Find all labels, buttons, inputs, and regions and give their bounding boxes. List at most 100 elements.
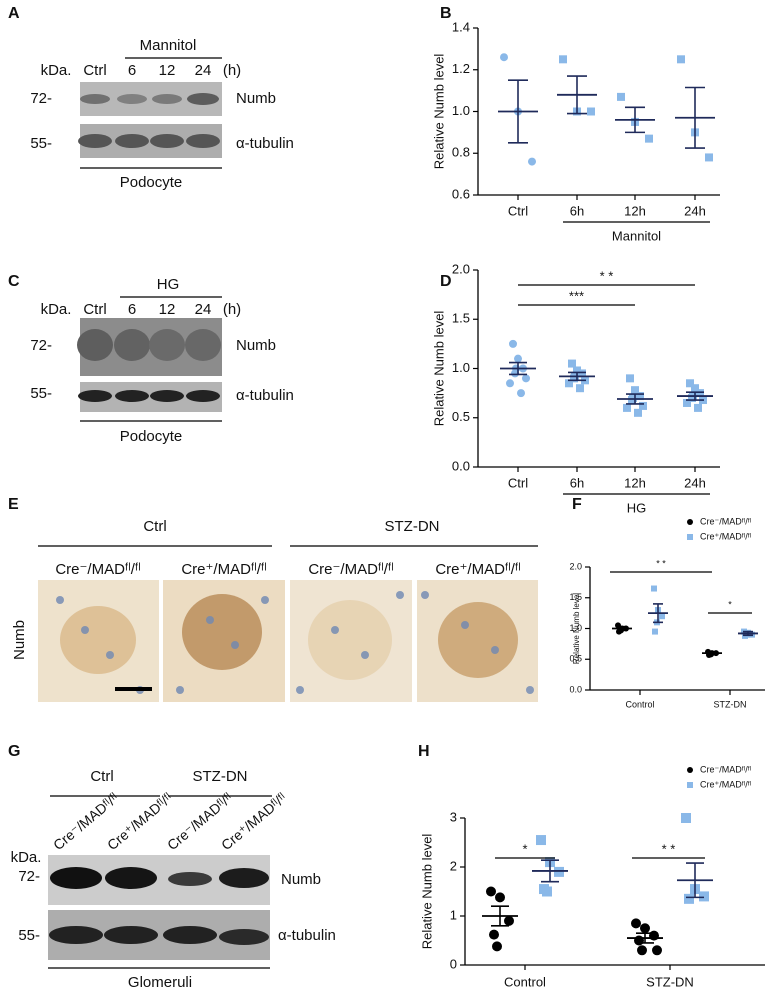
y-tick-label: 1.5: [452, 311, 470, 326]
lane-label: 6: [128, 301, 136, 318]
point: [636, 392, 644, 401]
stain-label: Numb: [11, 620, 28, 660]
group-label: Ctrl: [90, 768, 113, 785]
point: [617, 92, 625, 101]
band: [115, 390, 149, 402]
ihc-e: Ctrl STZ-DN Cre⁻/MADᶠˡ/ᶠˡ Cre⁺/MADᶠˡ/ᶠˡ …: [11, 518, 538, 702]
protein-label: α-tubulin: [236, 387, 294, 404]
point: [495, 892, 505, 903]
point: [684, 893, 694, 904]
point: [691, 384, 699, 393]
column-label: Cre⁻/MADᶠˡ/ᶠˡ: [308, 561, 393, 578]
band: [219, 929, 269, 945]
significance-label: *: [522, 841, 527, 856]
protein-label: α-tubulin: [236, 135, 294, 152]
panel-label: A: [8, 5, 20, 22]
point: [634, 935, 644, 946]
y-axis-label: Relative Numb level: [419, 834, 434, 950]
point: [694, 403, 702, 412]
legend-label: Cre⁺/MADᶠˡ/ᶠˡ: [700, 531, 751, 541]
band: [186, 134, 220, 148]
point: [528, 157, 536, 166]
point: [681, 813, 691, 823]
y-tick-label: 2.0: [452, 261, 470, 276]
y-tick-label: 0.5: [569, 654, 582, 664]
band: [152, 94, 182, 104]
glomerulus: [308, 600, 392, 680]
legend-label: Cre⁻/MADᶠˡ/ᶠˡ: [700, 764, 751, 774]
band: [150, 134, 184, 148]
lane-label: (h): [223, 301, 241, 318]
panel-label: F: [572, 496, 582, 513]
group-label: STZ-DN: [193, 768, 248, 785]
lane-label: Ctrl: [83, 301, 106, 318]
point: [705, 153, 713, 162]
band: [77, 329, 113, 361]
point: [554, 866, 564, 877]
point: [639, 401, 647, 410]
band: [104, 926, 158, 944]
y-axis-label: Relative Numb level: [431, 54, 446, 170]
glomerulus: [60, 606, 136, 674]
sample-label: Podocyte: [120, 174, 183, 191]
marker-label: 55-: [30, 135, 52, 152]
point: [677, 55, 685, 64]
x-tick-label: Control: [625, 699, 654, 709]
group-label: Mannitol: [140, 37, 197, 54]
band: [186, 390, 220, 402]
y-tick-label: 1.5: [569, 592, 582, 602]
band: [185, 329, 221, 361]
protein-label: Numb: [236, 337, 276, 354]
y-tick-label: 0.5: [452, 409, 470, 424]
y-tick-label: 2.0: [569, 561, 582, 571]
band: [117, 94, 147, 104]
marker-label: 72-: [30, 337, 52, 354]
point: [649, 930, 659, 941]
point: [628, 396, 636, 405]
point: [559, 55, 567, 64]
band: [149, 329, 185, 361]
y-tick-label: 1: [450, 907, 457, 922]
point: [536, 835, 546, 846]
point: [652, 945, 662, 956]
band: [78, 134, 112, 148]
panel-label: H: [418, 743, 430, 760]
x-tick-label: Control: [504, 974, 546, 989]
lane-label: 12: [159, 62, 176, 79]
x-tick-label: Ctrl: [508, 475, 528, 490]
x-tick-label: STZ-DN: [646, 974, 694, 989]
x-tick-label: STZ-DN: [714, 699, 747, 709]
column-label: Cre⁺/MADᶠˡ/ᶠˡ: [435, 561, 520, 578]
x-tick-label: 12h: [624, 475, 646, 490]
point: [637, 945, 647, 956]
group-label: HG: [627, 500, 647, 515]
point: [504, 915, 514, 926]
legend-label: Cre⁻/MADᶠˡ/ᶠˡ: [700, 516, 751, 526]
kda-label: kDa.: [41, 62, 72, 79]
nuclei: [56, 591, 534, 694]
point: [652, 628, 658, 635]
point: [570, 374, 578, 383]
point: [683, 398, 691, 407]
band: [49, 926, 103, 944]
panel-label: E: [8, 496, 19, 513]
panel-label: B: [440, 5, 452, 22]
lane-label: 24: [195, 62, 212, 79]
sample-label: Podocyte: [120, 428, 183, 445]
point: [573, 366, 581, 375]
legend-marker: [687, 519, 693, 525]
point: [587, 107, 595, 116]
blot-c: HG kDa. Ctrl 6 12 24 (h) 72- 55- Numb α-…: [30, 276, 294, 445]
x-tick-label: 6h: [570, 203, 584, 218]
y-tick-label: 0.0: [452, 458, 470, 473]
x-tick-label: 6h: [570, 475, 584, 490]
point: [686, 379, 694, 388]
protein-label: α-tubulin: [278, 927, 336, 944]
point: [522, 374, 530, 383]
point: [616, 628, 622, 635]
significance-label: * *: [600, 268, 614, 283]
point: [631, 386, 639, 395]
point: [511, 369, 519, 378]
marker-label: 72-: [30, 90, 52, 107]
